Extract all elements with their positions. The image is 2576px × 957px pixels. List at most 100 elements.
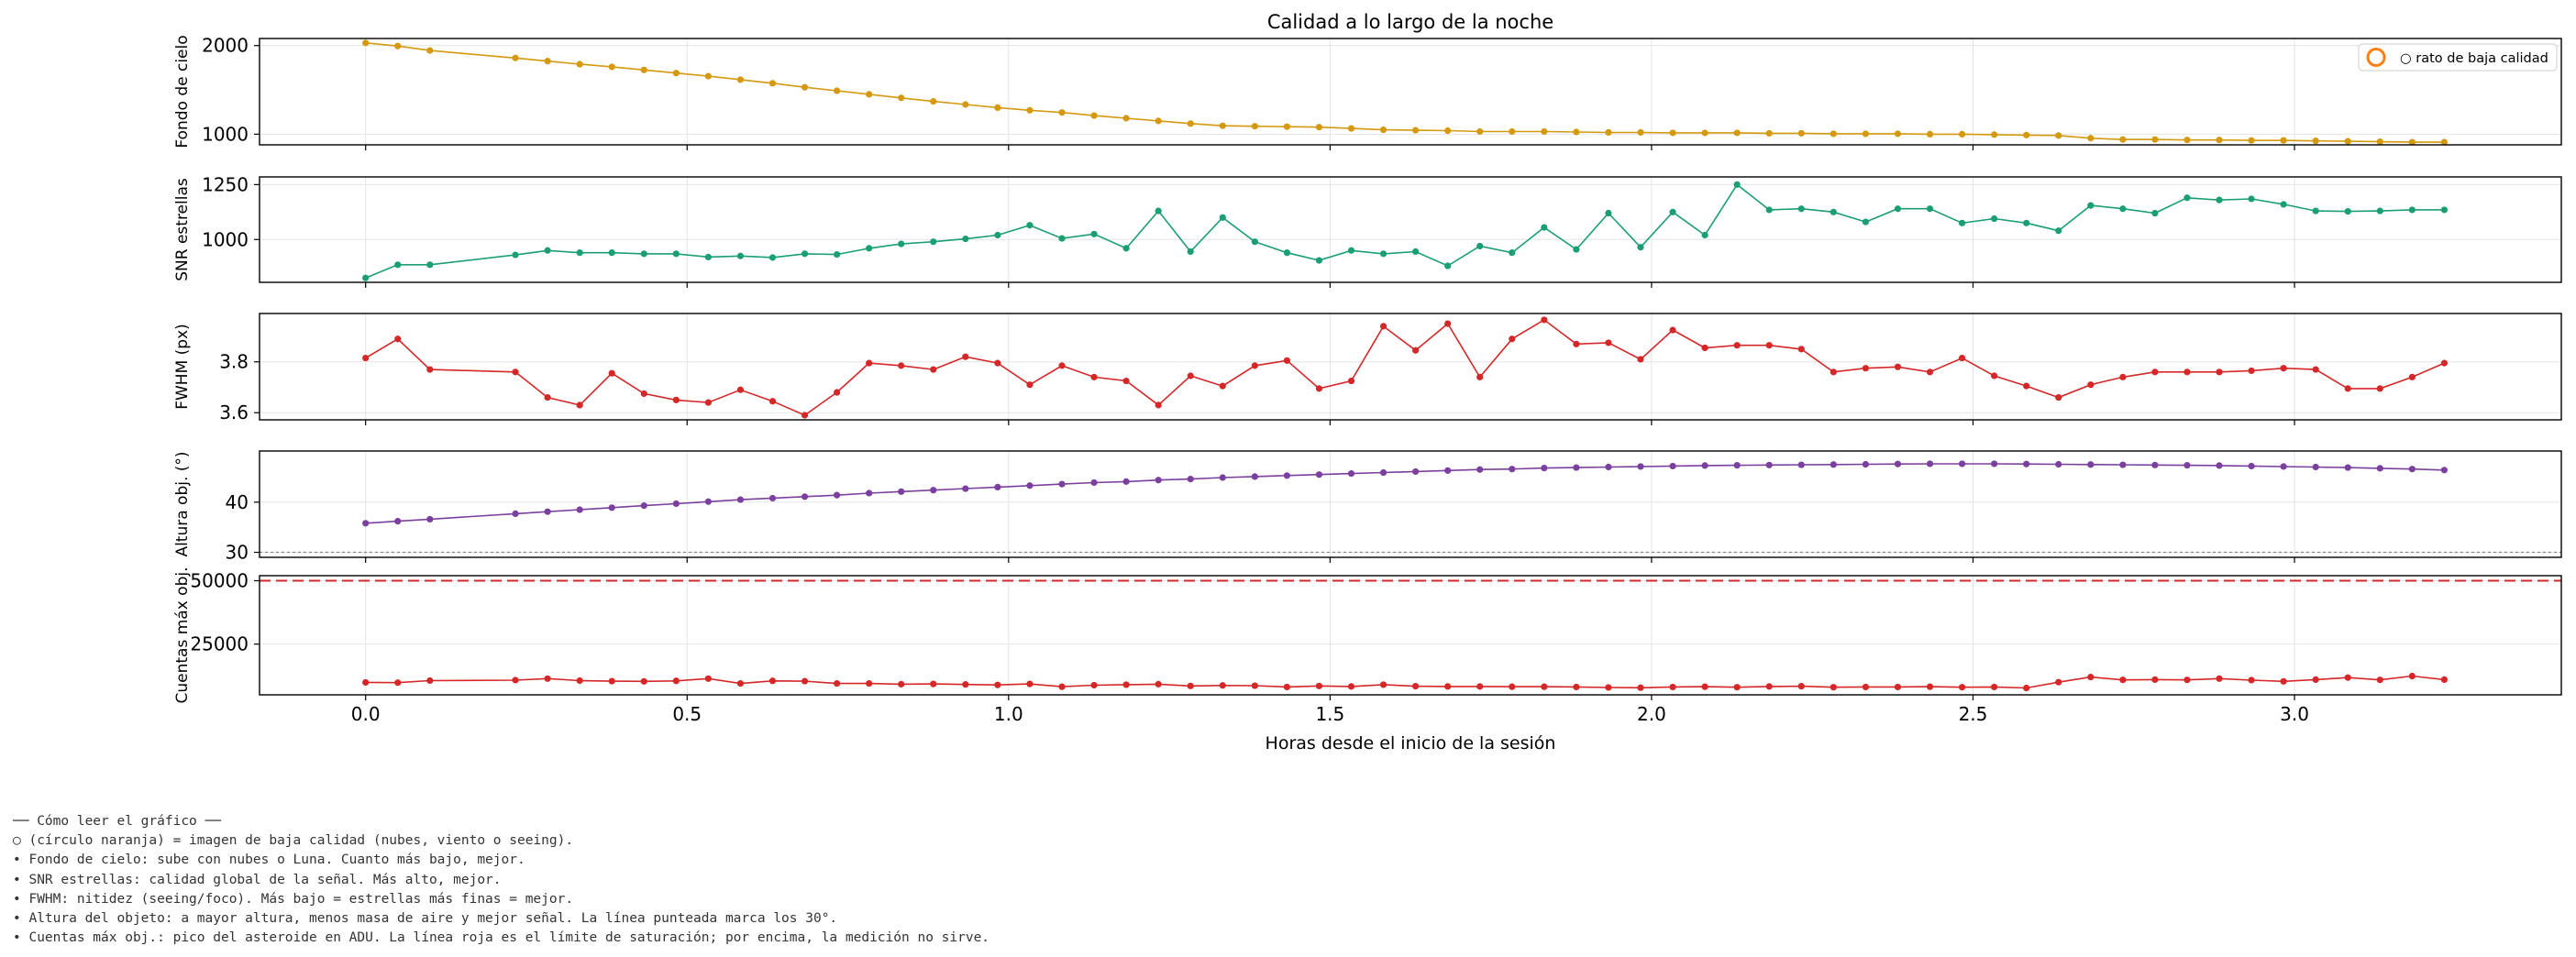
data-point xyxy=(1797,461,1805,468)
data-point xyxy=(930,238,937,246)
data-point xyxy=(426,261,434,269)
data-point xyxy=(672,396,680,403)
data-point xyxy=(768,677,777,685)
data-point xyxy=(2055,227,2062,235)
data-point xyxy=(1733,342,1741,349)
data-point xyxy=(394,679,402,687)
data-point xyxy=(1155,477,1162,484)
data-point xyxy=(1573,128,1580,136)
data-point xyxy=(1122,681,1130,688)
data-point xyxy=(1251,682,1258,689)
data-point xyxy=(1251,362,1258,369)
data-point xyxy=(1283,472,1290,479)
data-point xyxy=(2087,135,2095,142)
data-point xyxy=(1894,363,1902,370)
y-axis-label: Cuentas máx obj. xyxy=(173,567,192,704)
data-point xyxy=(1315,385,1323,392)
data-point xyxy=(1347,247,1355,254)
data-point xyxy=(2344,674,2351,681)
y-axis-label: Fondo de cielo xyxy=(173,35,192,148)
y-tick-label: 1250 xyxy=(202,173,249,195)
data-point xyxy=(2023,460,2030,468)
chart-panel: 3.6 3.8 FWHM (px) xyxy=(173,313,2562,425)
data-point xyxy=(1573,340,1580,347)
data-point xyxy=(1573,683,1580,691)
data-point xyxy=(362,274,370,281)
y-tick-label: 1000 xyxy=(202,123,249,145)
data-point xyxy=(930,366,937,373)
data-point xyxy=(2023,219,2030,226)
data-point xyxy=(1958,684,1966,691)
data-point xyxy=(1379,468,1388,477)
data-point xyxy=(1926,130,1934,138)
data-point xyxy=(1830,368,1837,376)
data-point xyxy=(2280,137,2287,144)
data-point xyxy=(1315,257,1323,264)
data-point xyxy=(801,493,809,500)
data-point xyxy=(362,39,370,47)
data-point xyxy=(2184,137,2191,144)
x-tick-label: 0.5 xyxy=(672,703,702,725)
x-tick-label: 2.5 xyxy=(1959,703,1988,725)
data-point xyxy=(768,494,777,502)
data-point xyxy=(512,251,519,258)
data-point xyxy=(426,676,434,685)
data-point xyxy=(866,679,873,688)
data-point xyxy=(1797,129,1805,138)
data-point xyxy=(1412,248,1420,256)
data-point xyxy=(2055,678,2062,686)
legend-label: ○ rato de baja calidad xyxy=(2400,51,2548,66)
data-point xyxy=(1765,461,1773,468)
data-point xyxy=(2087,674,2095,681)
data-point xyxy=(1669,462,1676,470)
data-point xyxy=(1958,354,1966,362)
legend-frame xyxy=(2358,43,2558,72)
data-point xyxy=(576,249,583,257)
data-point xyxy=(1155,207,1162,214)
y-tick-label: 50000 xyxy=(190,570,249,592)
data-point xyxy=(1412,346,1420,354)
data-point xyxy=(1347,470,1355,478)
y-tick-label: 30 xyxy=(226,542,249,564)
data-point xyxy=(866,91,873,98)
data-point xyxy=(2248,195,2255,203)
data-point xyxy=(930,680,937,688)
data-point xyxy=(1926,460,1934,468)
data-point xyxy=(1894,205,1902,213)
data-point xyxy=(426,366,434,373)
data-point xyxy=(2408,466,2416,473)
data-point xyxy=(1637,684,1644,691)
data-point xyxy=(1830,684,1837,691)
data-point xyxy=(1926,205,1934,213)
note-line: • FWHM: nitidez (seeing/foco). Más bajo … xyxy=(13,891,574,907)
data-point xyxy=(1444,683,1452,690)
note-line: • SNR estrellas: calidad global de la se… xyxy=(13,872,502,887)
data-point xyxy=(426,515,434,523)
data-point xyxy=(1830,208,1837,215)
data-point xyxy=(2216,462,2223,469)
chart-panel: 30 40 Altura obj. (°) xyxy=(173,450,2562,564)
data-point xyxy=(1026,106,1034,114)
data-point xyxy=(736,496,745,503)
data-point xyxy=(544,247,551,254)
data-point xyxy=(2312,366,2319,373)
data-point xyxy=(1765,129,1773,138)
data-point xyxy=(2023,684,2030,692)
data-point xyxy=(1026,482,1034,490)
data-point xyxy=(1219,122,1226,129)
y-tick-label: 25000 xyxy=(190,633,249,655)
data-point xyxy=(1797,205,1805,213)
data-point xyxy=(994,483,1001,490)
data-point xyxy=(1090,112,1098,119)
data-point xyxy=(640,502,647,510)
data-point xyxy=(1894,460,1902,468)
data-point xyxy=(1155,117,1162,125)
data-point xyxy=(2184,461,2191,469)
data-point xyxy=(1379,323,1388,330)
data-point xyxy=(704,72,712,80)
chart-panel: 1000 2000 Fondo de cielo xyxy=(173,35,2562,150)
data-point xyxy=(834,389,841,396)
data-point xyxy=(1476,466,1484,473)
data-point xyxy=(2312,207,2319,214)
data-point xyxy=(2184,676,2191,684)
